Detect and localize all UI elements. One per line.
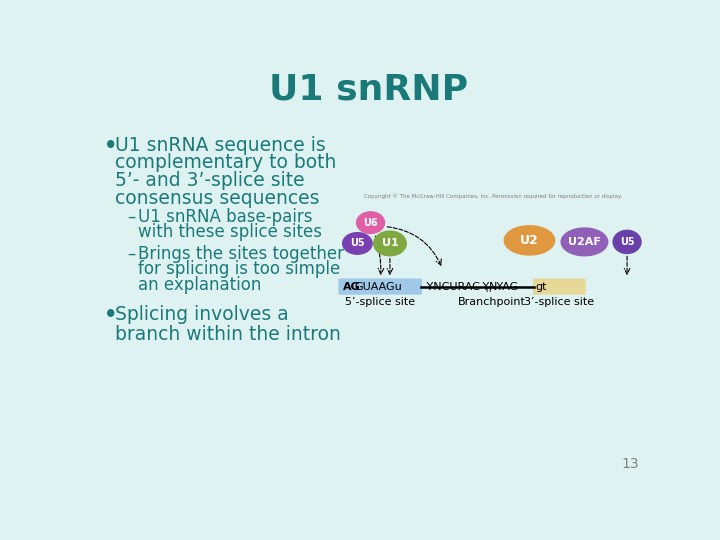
- Text: n: n: [485, 285, 490, 294]
- Ellipse shape: [504, 226, 554, 255]
- Text: Splicing involves a: Splicing involves a: [114, 305, 289, 324]
- Text: U1 snRNP: U1 snRNP: [269, 72, 469, 106]
- Text: –: –: [127, 245, 135, 263]
- Text: –: –: [127, 208, 135, 226]
- Text: U2AF: U2AF: [568, 237, 601, 247]
- Text: U2: U2: [520, 234, 539, 247]
- Ellipse shape: [561, 228, 608, 256]
- FancyBboxPatch shape: [533, 279, 585, 295]
- Text: Brings the sites together: Brings the sites together: [138, 245, 344, 263]
- Text: U5: U5: [350, 239, 365, 248]
- Text: U5: U5: [620, 237, 634, 247]
- Text: U1 snRNA base-pairs: U1 snRNA base-pairs: [138, 208, 312, 226]
- Text: for splicing is too simple: for splicing is too simple: [138, 260, 341, 279]
- Text: U1: U1: [382, 239, 398, 248]
- Text: consensus sequences: consensus sequences: [114, 189, 319, 208]
- FancyBboxPatch shape: [338, 279, 422, 295]
- Text: an explanation: an explanation: [138, 276, 261, 294]
- Text: branch within the intron: branch within the intron: [114, 325, 341, 344]
- Text: •: •: [104, 136, 117, 156]
- Text: U1 snRNA sequence is: U1 snRNA sequence is: [114, 136, 325, 154]
- Text: with these splice sites: with these splice sites: [138, 224, 322, 241]
- Text: 3’-splice site: 3’-splice site: [524, 296, 594, 307]
- Text: 5’-splice site: 5’-splice site: [345, 296, 415, 307]
- Text: YNCURAC-Y: YNCURAC-Y: [423, 281, 490, 292]
- Ellipse shape: [343, 233, 372, 254]
- Text: complementary to both: complementary to both: [114, 153, 336, 172]
- Ellipse shape: [613, 231, 641, 253]
- Ellipse shape: [356, 212, 384, 233]
- Ellipse shape: [374, 231, 406, 256]
- Text: gt: gt: [536, 281, 547, 292]
- Text: Copyright © The McGraw-Hill Companies, Inc. Permission required for reproduction: Copyright © The McGraw-Hill Companies, I…: [364, 193, 622, 199]
- Text: U6: U6: [363, 218, 378, 228]
- Text: NYAG: NYAG: [489, 281, 519, 292]
- Text: 5’- and 3’-splice site: 5’- and 3’-splice site: [114, 171, 305, 190]
- Text: AG: AG: [343, 281, 361, 292]
- Text: 13: 13: [621, 457, 639, 471]
- Text: •: •: [104, 305, 117, 325]
- Text: GUAAGu: GUAAGu: [354, 281, 402, 292]
- Text: Branchpoint: Branchpoint: [457, 296, 526, 307]
